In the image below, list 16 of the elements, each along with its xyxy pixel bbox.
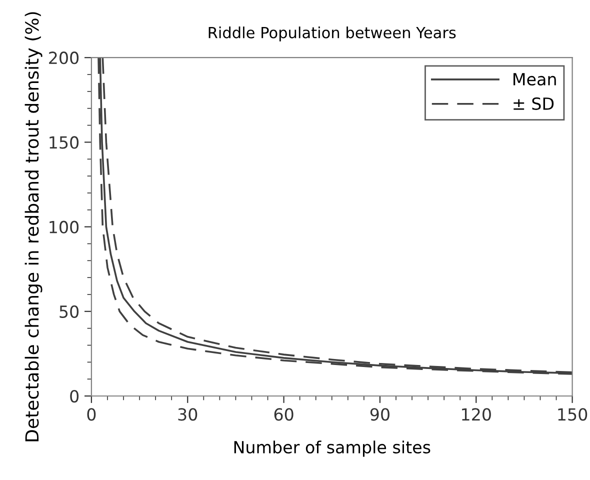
legend-label: Mean bbox=[514, 73, 556, 86]
x-tick-label: 60 bbox=[274, 408, 294, 421]
x-tick-label: 120 bbox=[462, 408, 491, 421]
y-tick-label: 50 bbox=[60, 305, 79, 318]
x-tick-label: 0 bbox=[87, 408, 96, 421]
y-axis-title: Detectable change in redband trout density (%) bbox=[24, 12, 42, 442]
x-tick-label: 150 bbox=[558, 408, 588, 421]
y-tick-label: 0 bbox=[70, 390, 79, 403]
x-tick-label: 30 bbox=[178, 408, 198, 421]
y-tick-label: 200 bbox=[49, 52, 79, 64]
x-tick-label: 90 bbox=[370, 408, 390, 421]
chart-title: Riddle Population between Years bbox=[208, 26, 456, 42]
y-tick-label: 150 bbox=[50, 136, 79, 149]
y-tick-label: 100 bbox=[50, 220, 79, 234]
x-axis-title: Number of sample sites bbox=[234, 440, 430, 457]
legend-label: ± SD bbox=[514, 97, 554, 110]
